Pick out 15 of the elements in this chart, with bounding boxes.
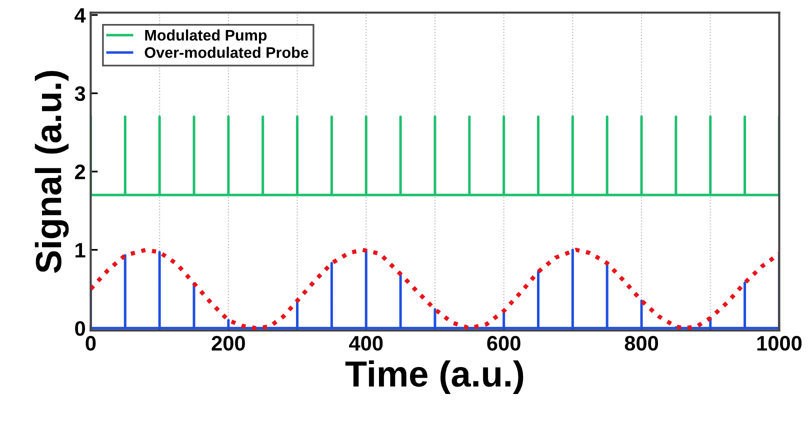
legend-label: Modulated Pump (145, 29, 267, 44)
x-axis-title: Time (a.u.) (345, 360, 524, 394)
x-tick-label: 200 (212, 336, 245, 351)
x-tick-label: 600 (487, 336, 520, 351)
y-tick-label: 0 (75, 321, 86, 336)
x-tick-label: 0 (86, 336, 96, 351)
y-tick-label: 3 (74, 86, 86, 102)
y-tick-label: 2 (74, 164, 86, 180)
y-tick-label: 4 (74, 8, 86, 23)
y-tick-label: 1 (76, 243, 86, 258)
x-tick-label: 800 (624, 336, 658, 351)
x-tick-label: 400 (349, 336, 383, 351)
x-tick-label: 1000 (757, 336, 802, 351)
legend-label: Over-modulated Probe (144, 46, 308, 58)
y-axis-title: Signal (a.u.) (34, 71, 69, 273)
